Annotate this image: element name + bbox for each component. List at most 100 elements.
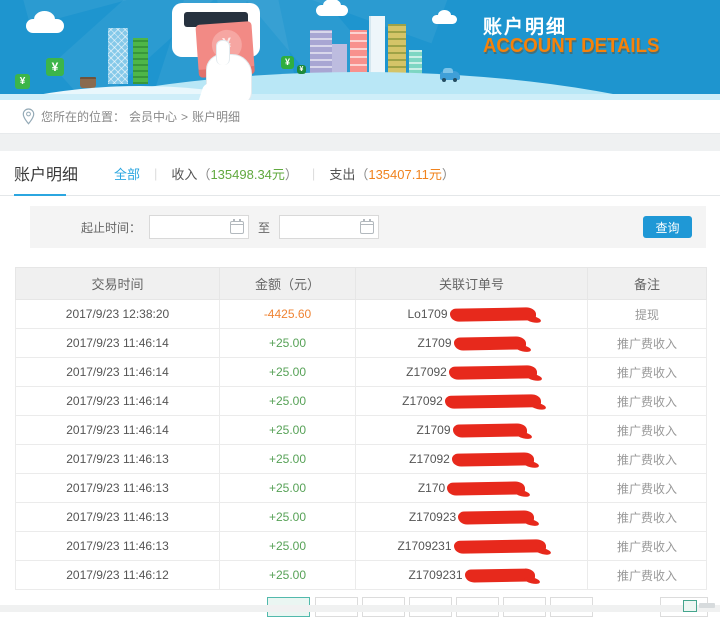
cell-amount: +25.00	[219, 473, 356, 503]
breadcrumb-parent-link[interactable]: 会员中心	[129, 110, 178, 124]
cell-amount: -4425.60	[219, 299, 356, 329]
main-panel: 账户明细 全部 | 收入（135498.34元） | 支出（135407.11元…	[0, 151, 720, 612]
cell-order-number: Z1709231	[355, 560, 588, 590]
page-gap	[0, 134, 720, 151]
tab-expense[interactable]: 支出（135407.11元）	[329, 164, 455, 183]
cell-remark: 推广费收入	[587, 560, 707, 590]
table-row: 2017/9/23 11:46:13 +25.00 Z170923 推广费收入	[15, 502, 707, 532]
end-date-input[interactable]	[279, 215, 380, 239]
order-prefix: Z170923	[408, 510, 457, 524]
redaction-scribble	[453, 539, 546, 554]
tab-divider: |	[154, 165, 158, 181]
cell-order-number: Z1709231	[355, 531, 588, 561]
transactions-table: 交易时间 金额（元） 关联订单号 备注 2017/9/23 12:38:20 -…	[15, 267, 707, 590]
active-tab-underline	[14, 194, 66, 196]
tab-all[interactable]: 全部	[114, 166, 141, 182]
cell-order-number: Z17092	[355, 444, 588, 474]
cell-amount: +25.00	[219, 444, 356, 474]
col-header-time: 交易时间	[15, 267, 220, 300]
paren: ）	[441, 166, 455, 182]
cell-transaction-time: 2017/9/23 11:46:13	[15, 473, 220, 503]
cell-transaction-time: 2017/9/23 11:46:14	[15, 386, 220, 416]
calendar-icon[interactable]	[230, 219, 245, 234]
redaction-scribble	[451, 452, 534, 467]
cell-amount: +25.00	[219, 531, 356, 561]
tab-divider: |	[311, 165, 316, 181]
cell-remark: 推广费收入	[587, 444, 707, 474]
cell-order-number: Z1709	[355, 415, 588, 445]
cell-order-number: Lo1709	[355, 299, 588, 329]
order-prefix: Z17092	[402, 394, 443, 408]
table-row: 2017/9/23 11:46:13 +25.00 Z1709231 推广费收入	[15, 531, 707, 561]
filter-bar: 起止时间： 至 查询	[30, 206, 706, 248]
cell-order-number: Z17092	[355, 357, 588, 387]
search-button[interactable]: 查询	[643, 216, 692, 238]
yen-badge-icon: ¥	[46, 58, 64, 76]
building-graphic	[388, 24, 406, 82]
col-header-remark: 备注	[587, 267, 707, 300]
order-prefix: Z170	[417, 481, 446, 495]
yen-badge-icon: ¥	[15, 74, 30, 89]
redaction-scribble	[464, 568, 535, 583]
building-graphic	[350, 30, 367, 82]
cell-remark: 推广费收入	[587, 386, 707, 416]
cell-transaction-time: 2017/9/23 11:46:14	[15, 357, 220, 387]
order-prefix: Z17092	[409, 452, 450, 466]
yen-badge-icon: ¥	[281, 56, 294, 69]
cell-order-number: Z170923	[355, 502, 588, 532]
to-label: 至	[258, 220, 271, 235]
breadcrumb-prefix: 您所在的位置：	[41, 110, 126, 124]
cell-transaction-time: 2017/9/23 11:46:14	[15, 328, 220, 358]
tab-income-label: 收入	[171, 166, 198, 182]
corner-widget[interactable]	[683, 600, 697, 612]
cloud-icon	[26, 11, 64, 33]
cell-transaction-time: 2017/9/23 11:46:14	[15, 415, 220, 445]
planter-graphic	[80, 77, 96, 88]
col-header-amount: 金额（元）	[219, 267, 356, 300]
building-graphic	[310, 30, 332, 82]
yen-badge-icon: ¥	[297, 65, 306, 74]
cell-transaction-time: 2017/9/23 11:46:13	[15, 502, 220, 532]
banner-title-en: ACCOUNT DETAILS	[483, 35, 660, 57]
cell-remark: 推广费收入	[587, 328, 707, 358]
paren: ）	[284, 166, 298, 182]
calendar-icon[interactable]	[360, 219, 375, 234]
cloud-icon	[432, 10, 457, 24]
date-range-label: 起止时间：	[81, 220, 142, 235]
breadcrumb-separator: >	[181, 109, 189, 124]
order-prefix: Z1709	[416, 423, 451, 437]
cell-amount: +25.00	[219, 328, 356, 358]
cell-remark: 推广费收入	[587, 473, 707, 503]
redaction-scribble	[458, 510, 535, 525]
tab-bar: 账户明细 全部 | 收入（135498.34元） | 支出（135407.11元…	[0, 151, 720, 196]
hand-graphic	[206, 40, 252, 100]
cell-remark: 推广费收入	[587, 531, 707, 561]
table-row: 2017/9/23 11:46:12 +25.00 Z1709231 推广费收入	[15, 560, 707, 590]
cloud-icon	[316, 0, 348, 16]
col-header-order: 关联订单号	[355, 267, 588, 300]
page-bottom-strip	[0, 605, 720, 612]
cell-remark: 提现	[587, 299, 707, 329]
building-graphic	[108, 28, 128, 84]
table-header-row: 交易时间 金额（元） 关联订单号 备注	[15, 267, 707, 300]
table-row: 2017/9/23 11:46:14 +25.00 Z1709 推广费收入	[15, 328, 707, 358]
corner-widget-label	[699, 603, 715, 608]
redaction-scribble	[452, 423, 527, 438]
start-date-wrapper	[149, 215, 250, 239]
table-row: 2017/9/23 11:46:13 +25.00 Z170 推广费收入	[15, 473, 707, 503]
tab-income[interactable]: 收入（135498.34元）	[171, 164, 298, 183]
location-pin-icon	[22, 108, 35, 125]
order-prefix: Z1709231	[408, 568, 463, 582]
paren: （	[355, 166, 369, 182]
end-date-wrapper	[279, 215, 380, 239]
start-date-input[interactable]	[149, 215, 250, 239]
cell-order-number: Z1709	[355, 328, 588, 358]
paren: （	[197, 166, 211, 182]
breadcrumb: 您所在的位置： 会员中心 > 账户明细	[0, 100, 720, 134]
cell-remark: 推广费收入	[587, 502, 707, 532]
cell-amount: +25.00	[219, 560, 356, 590]
table-row: 2017/9/23 11:46:14 +25.00 Z17092 推广费收入	[15, 386, 707, 416]
expense-value: 135407.11元	[368, 166, 442, 182]
cell-amount: +25.00	[219, 415, 356, 445]
order-prefix: Z1709	[417, 336, 452, 350]
